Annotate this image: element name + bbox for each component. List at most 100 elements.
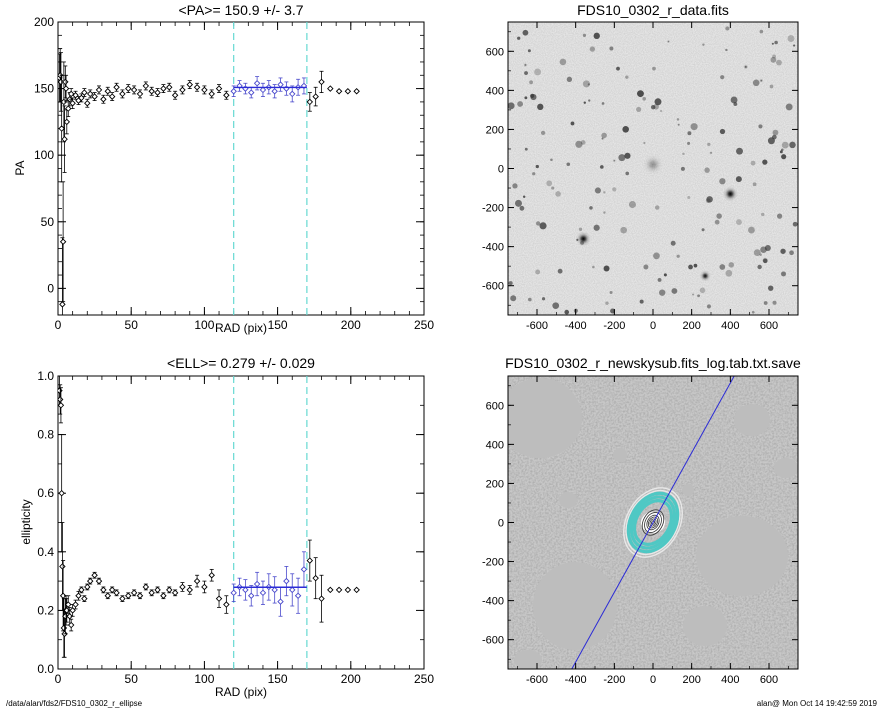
source (575, 231, 592, 247)
data-point (166, 84, 173, 91)
faint-source (706, 196, 713, 203)
faint-source (559, 58, 567, 66)
x-tick-label: 200 (341, 318, 361, 332)
ellipticity-profile-chart: <ELL>= 0.279 +/- 0.029 0 50 100 150 200 250 0.… (19, 355, 434, 699)
faint-source (654, 205, 660, 210)
data-image-sources (508, 26, 798, 315)
faint-source (624, 152, 631, 159)
y-tick-label: 0.6 (37, 486, 54, 500)
faint-source (535, 269, 541, 275)
faint-source (771, 42, 774, 45)
data-point (271, 586, 278, 594)
pa-x-axis-label: RAD (pix) (215, 321, 267, 335)
data-point (201, 86, 208, 94)
x-tick-label: -400 (565, 320, 587, 332)
faint-source (704, 167, 710, 173)
data-point (223, 601, 230, 608)
data-point (113, 84, 120, 91)
faint-source (759, 253, 762, 257)
faint-source (594, 187, 601, 194)
y-tick-label: 200 (486, 124, 504, 136)
data-point (193, 577, 201, 585)
faint-source (643, 141, 646, 145)
faint-source (690, 123, 698, 131)
faint-source (769, 84, 774, 89)
faint-source (587, 83, 590, 86)
data-point (166, 586, 173, 594)
faint-source (719, 178, 726, 185)
faint-source (534, 68, 542, 76)
y-tick-label: -600 (482, 635, 504, 647)
data-point (259, 589, 267, 597)
faint-source (601, 137, 604, 140)
data-point (208, 572, 215, 579)
pa-data-points (58, 48, 360, 315)
faint-source (517, 101, 524, 107)
faint-source (575, 140, 583, 148)
faint-source (532, 172, 536, 176)
data-point (104, 88, 112, 95)
data-point (62, 85, 70, 92)
data-point (125, 85, 132, 92)
faint-source (687, 141, 691, 145)
data-point (69, 607, 76, 614)
y-tick-label: 50 (41, 215, 55, 229)
masked-regions (508, 378, 798, 669)
y-tick-label: 150 (34, 82, 54, 96)
faint-source (616, 66, 620, 71)
data-point (130, 589, 138, 597)
y-tick-label: 600 (486, 400, 504, 412)
data-point (353, 88, 360, 95)
footer-path: /data/alan/fds2/FDS10_0302_r_ellipse (6, 699, 143, 708)
data-point (119, 595, 126, 602)
x-tick-label: 100 (194, 318, 214, 332)
x-tick-label: 250 (414, 672, 434, 686)
y-tick-label: 0 (47, 281, 54, 295)
y-tick-label: 400 (486, 85, 504, 97)
data-point (100, 586, 107, 594)
faint-source (583, 101, 586, 104)
faint-source (772, 300, 777, 305)
faint-source (551, 186, 555, 190)
data-point (327, 586, 334, 594)
faint-source (687, 195, 691, 200)
data-point (81, 89, 88, 96)
data-point (318, 78, 325, 86)
data-point (186, 586, 193, 594)
faint-source (693, 263, 698, 268)
data-point (306, 557, 314, 564)
data-image-axes: -600 -400 -200 0 200 400 600 -600 -400 -200 0 200 40… (482, 22, 798, 332)
data-point (119, 90, 126, 98)
faint-source (725, 269, 733, 277)
data-point (236, 82, 243, 90)
faint-source (750, 160, 756, 166)
faint-source (642, 96, 647, 101)
y-tick-label: 1.0 (37, 369, 54, 383)
faint-source (566, 76, 573, 83)
data-point (353, 586, 360, 594)
x-tick-label: 600 (760, 674, 778, 686)
data-point (193, 84, 201, 91)
data-point (58, 396, 64, 403)
data-point (327, 85, 334, 92)
x-tick-label: 100 (194, 672, 214, 686)
data-point (179, 86, 186, 94)
faint-source (736, 219, 742, 225)
faint-source (682, 152, 685, 156)
y-tick-label: -400 (482, 596, 504, 608)
data-image-panel: FDS10_0302_r_data.fits -600 -400 -200 0 200 4… (482, 2, 799, 332)
faint-source (680, 166, 685, 171)
faint-source (650, 104, 656, 110)
faint-source (582, 80, 590, 88)
faint-source (605, 301, 609, 305)
faint-source (780, 148, 784, 152)
ell-y-axis-label: ellipticity (19, 499, 33, 544)
data-point (104, 592, 112, 599)
data-point (84, 583, 91, 591)
data-point (289, 90, 296, 98)
faint-source (557, 268, 563, 274)
faint-source (639, 299, 644, 304)
data-point (154, 586, 161, 594)
y-tick-label: -600 (482, 281, 504, 293)
data-point (62, 78, 69, 86)
